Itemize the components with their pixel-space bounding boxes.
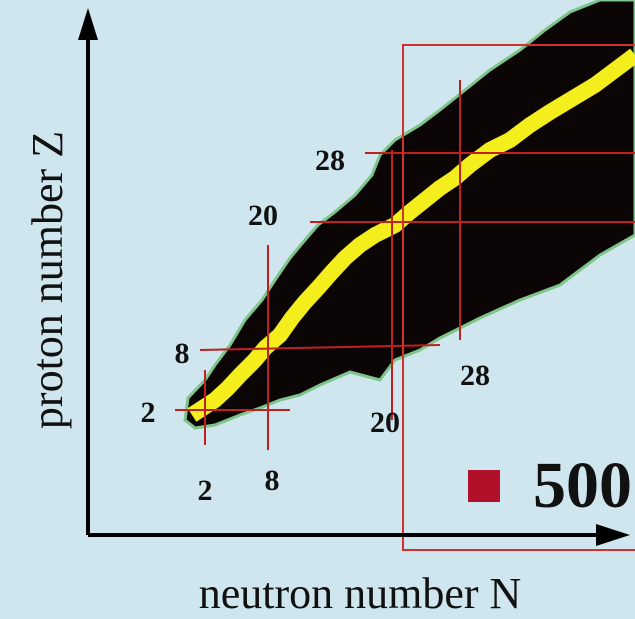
y-axis-label: proton number Z [23, 131, 72, 429]
magic-z-label: 28 [315, 144, 345, 177]
magic-z-label: 8 [175, 337, 190, 370]
magic-n-label: 8 [265, 464, 280, 497]
bullet-text: 500 [533, 449, 632, 522]
nuclide-chart: proton number Z neutron number N 28 20 8… [0, 0, 635, 619]
bullet-marker [468, 470, 500, 502]
magic-n-label: 20 [370, 406, 400, 439]
magic-n-label: 2 [198, 474, 213, 507]
magic-z-label: 20 [248, 199, 278, 232]
magic-n-label: 28 [460, 359, 490, 392]
magic-z-label: 2 [141, 396, 156, 429]
x-axis-label: neutron number N [199, 569, 522, 618]
